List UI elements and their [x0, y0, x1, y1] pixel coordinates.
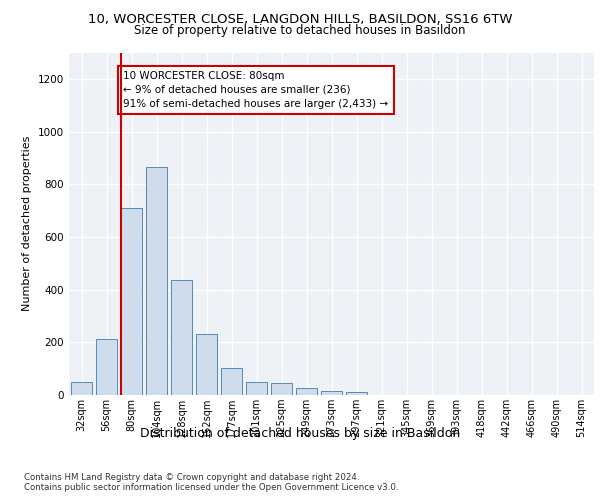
Text: Size of property relative to detached houses in Basildon: Size of property relative to detached ho…	[134, 24, 466, 37]
Bar	[321, 390, 342, 395]
Bar	[146, 167, 167, 395]
Bar	[196, 334, 217, 395]
Y-axis label: Number of detached properties: Number of detached properties	[22, 136, 32, 312]
Bar	[121, 208, 142, 395]
Text: Distribution of detached houses by size in Basildon: Distribution of detached houses by size …	[140, 428, 460, 440]
Text: Contains HM Land Registry data © Crown copyright and database right 2024.: Contains HM Land Registry data © Crown c…	[24, 472, 359, 482]
Text: 10, WORCESTER CLOSE, LANGDON HILLS, BASILDON, SS16 6TW: 10, WORCESTER CLOSE, LANGDON HILLS, BASI…	[88, 12, 512, 26]
Bar	[71, 382, 92, 395]
Text: Contains public sector information licensed under the Open Government Licence v3: Contains public sector information licen…	[24, 484, 398, 492]
Bar	[221, 368, 242, 395]
Bar	[96, 339, 117, 395]
Bar	[271, 382, 292, 395]
Bar	[346, 392, 367, 395]
Bar	[171, 280, 192, 395]
Text: 10 WORCESTER CLOSE: 80sqm
← 9% of detached houses are smaller (236)
91% of semi-: 10 WORCESTER CLOSE: 80sqm ← 9% of detach…	[124, 71, 389, 109]
Bar	[246, 382, 267, 395]
Bar	[296, 388, 317, 395]
